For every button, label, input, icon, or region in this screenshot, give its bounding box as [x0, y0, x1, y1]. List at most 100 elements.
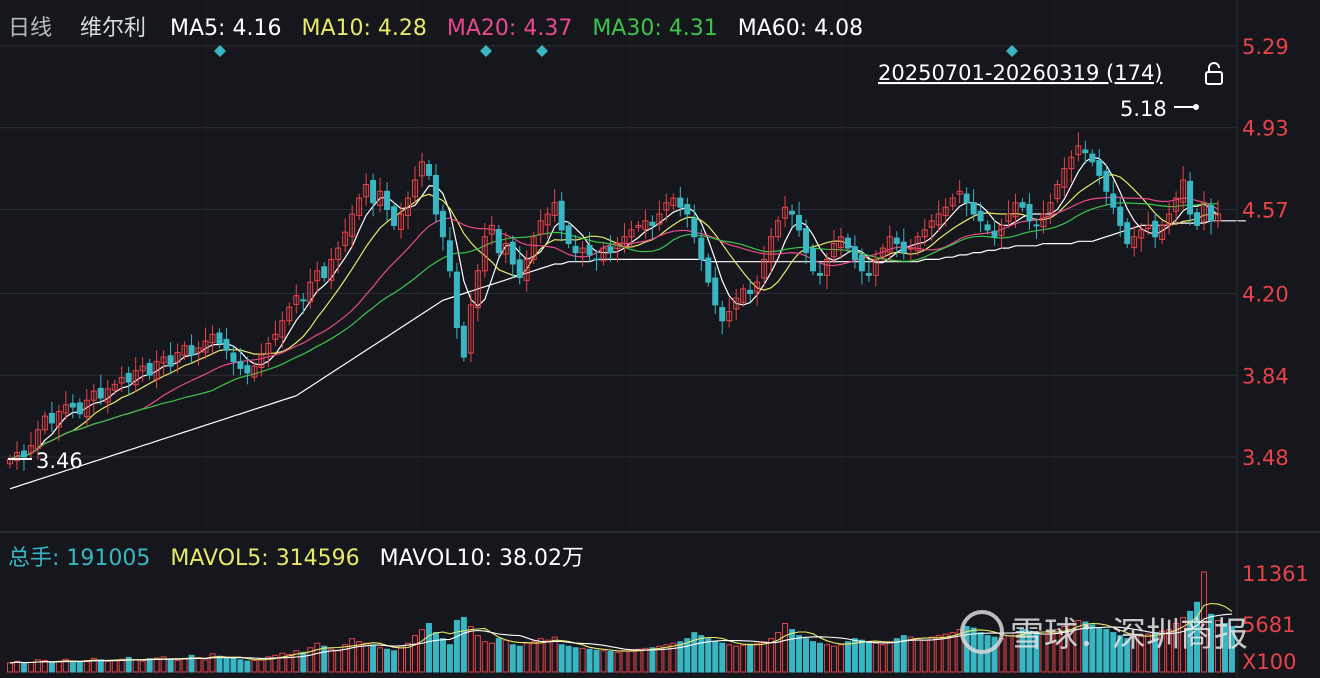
ma5-legend: MA5: 4.16 — [170, 16, 282, 41]
volume-bar — [411, 635, 418, 673]
candle-body — [621, 236, 628, 247]
candlesticks — [7, 132, 1221, 471]
volume-bar — [398, 645, 405, 673]
price-grid — [0, 0, 1237, 532]
volume-bar — [188, 654, 195, 673]
candle-body — [789, 210, 796, 215]
y-tick-label: 3.48 — [1242, 446, 1289, 470]
candle-body — [1145, 224, 1152, 230]
volume-bar — [1075, 619, 1082, 673]
volume-bar — [837, 644, 844, 673]
candle-body — [1117, 206, 1124, 226]
volume-bar — [670, 642, 677, 673]
volume-bar — [69, 660, 76, 673]
candle-body — [328, 258, 335, 281]
candle-body — [1103, 170, 1110, 192]
candle-body — [48, 412, 55, 424]
candle-body — [398, 213, 405, 230]
candle-body — [293, 295, 300, 305]
candle-body — [1033, 224, 1040, 227]
range-label[interactable]: 20250701-20260319 (174) — [878, 61, 1163, 85]
event-diamond-icon[interactable] — [536, 45, 548, 57]
mavol5-line — [9, 602, 1233, 664]
volume-bar — [488, 642, 495, 673]
volume-bar — [858, 639, 865, 673]
candle-body — [272, 333, 279, 340]
candle-body — [314, 270, 321, 282]
candle-body — [726, 311, 733, 322]
candle-body — [1215, 213, 1221, 222]
candle-body — [663, 202, 670, 211]
volume-bar — [1145, 633, 1152, 673]
candle-body — [1110, 193, 1117, 208]
volume-legend: 总手: 191005 MAVOL5: 314596 MAVOL10: 38.02… — [8, 540, 584, 572]
candle-body — [446, 240, 453, 272]
volume-bar — [865, 641, 872, 673]
candle-body — [740, 288, 747, 303]
volume-bar — [446, 644, 453, 673]
volume-bar — [516, 645, 523, 673]
volume-bar — [453, 619, 460, 673]
volume-bar — [1166, 629, 1173, 673]
volume-axis: 11361 5681 X100 — [1242, 562, 1309, 674]
event-markers[interactable] — [214, 45, 1018, 57]
candle-body — [335, 247, 342, 260]
y-tick-label: 5.29 — [1242, 35, 1289, 59]
event-diamond-icon[interactable] — [1006, 45, 1018, 57]
candle-body — [1047, 202, 1054, 214]
volume-bar — [1208, 613, 1215, 673]
candle-body — [1180, 179, 1187, 203]
event-diamond-icon[interactable] — [214, 45, 226, 57]
candle-body — [453, 271, 460, 329]
volume-bar — [537, 638, 544, 673]
ma60-polyline — [9, 220, 1246, 490]
candle-body — [202, 340, 209, 353]
volume-bar — [942, 633, 949, 673]
volume-bar — [363, 642, 370, 673]
volume-bar — [153, 657, 160, 673]
volume-unit-label: X100 — [1242, 650, 1296, 674]
candle-body — [935, 213, 942, 226]
y-tick-label: 4.93 — [1242, 117, 1289, 141]
volume-bar — [349, 638, 356, 673]
volume-bar — [1187, 610, 1194, 673]
volume-bar — [621, 650, 628, 673]
volume-bar — [684, 638, 691, 673]
lock-icon[interactable] — [1205, 62, 1223, 85]
watermark: 雪球：深圳商报 — [960, 610, 1248, 655]
candle-body — [677, 197, 684, 208]
volume-bar — [914, 638, 921, 673]
volume-bar — [635, 648, 642, 673]
volume-bar — [1110, 632, 1117, 673]
candle-body — [586, 244, 593, 256]
candle-body — [649, 221, 656, 226]
ma10-legend: MA10: 4.28 — [301, 16, 427, 41]
candle-body — [230, 352, 237, 363]
high-marker-dot — [1193, 104, 1199, 110]
candle-body — [342, 231, 349, 246]
candle-body — [432, 174, 439, 215]
volume-bar — [1019, 629, 1026, 673]
volume-bar — [474, 635, 481, 673]
candle-body — [551, 202, 558, 216]
period-label[interactable]: 日线 — [8, 16, 53, 41]
candle-body — [118, 377, 125, 384]
candle-body — [1138, 229, 1145, 239]
candle-body — [691, 217, 698, 238]
volume-bar — [20, 663, 27, 673]
candle-body — [405, 197, 412, 216]
candle-body — [1208, 204, 1215, 222]
candle-body — [1159, 224, 1166, 240]
candle-body — [523, 258, 530, 281]
volume-bar — [272, 654, 279, 673]
candle-body — [146, 362, 153, 376]
volume-bar — [34, 659, 41, 673]
event-diamond-icon[interactable] — [480, 45, 492, 57]
volume-bar — [754, 642, 761, 673]
volume-bar — [614, 651, 621, 673]
volume-bar — [782, 623, 789, 673]
candle-body — [467, 304, 474, 354]
volume-bar — [244, 660, 251, 673]
candle-body — [1124, 222, 1131, 245]
